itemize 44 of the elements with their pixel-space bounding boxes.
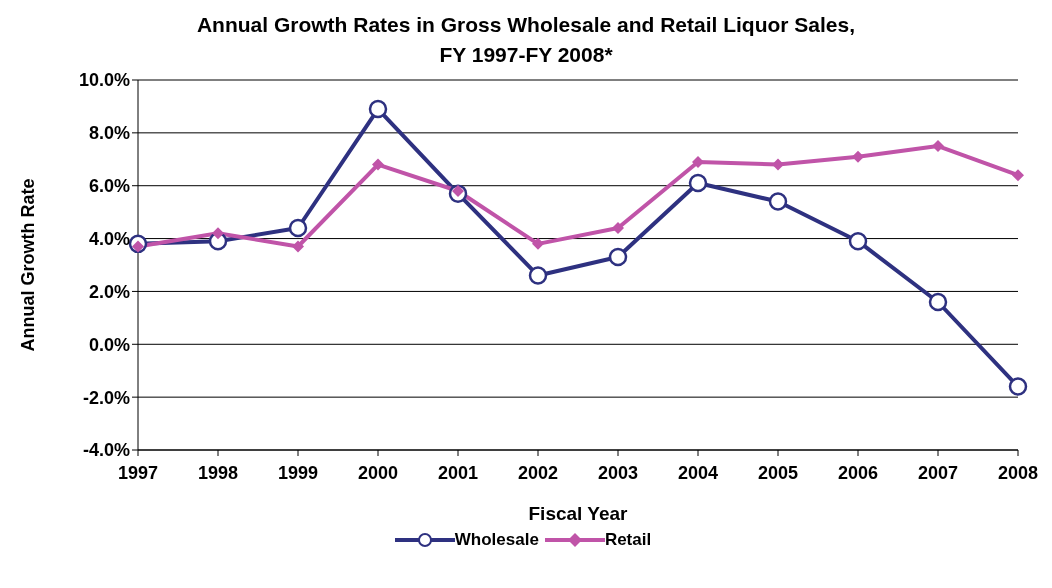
x-tick-label: 2006 — [837, 462, 879, 483]
point — [852, 150, 864, 163]
point — [1008, 377, 1028, 396]
point — [848, 231, 868, 251]
x-tick-label: 2002 — [517, 462, 559, 483]
point — [768, 192, 788, 211]
y-tick-label: 4.0% — [88, 228, 130, 249]
y-tick-label: -4.0% — [82, 440, 130, 461]
x-axis-title: Fiscal Year — [528, 503, 629, 524]
point — [212, 227, 224, 240]
point — [932, 140, 944, 153]
x-tick-label: 2003 — [597, 462, 639, 483]
y-tick-label: 10.0% — [78, 70, 130, 91]
point — [608, 247, 628, 267]
x-tick-label: 2007 — [917, 462, 959, 483]
x-tick-label: 2008 — [997, 462, 1039, 483]
x-tick-label: 1998 — [197, 462, 239, 483]
point — [532, 237, 544, 250]
legend-label: Retail — [604, 530, 652, 550]
x-tick-label: 1999 — [277, 462, 319, 483]
point — [688, 173, 708, 193]
x-tick-label: 1997 — [117, 462, 159, 483]
y-axis-title: Annual Growth Rate — [18, 178, 39, 352]
y-tick-label: -2.0% — [82, 387, 130, 408]
point — [928, 292, 948, 312]
point — [528, 266, 548, 285]
legend-label: Wholesale — [454, 530, 539, 550]
x-tick-label: 2001 — [437, 462, 479, 483]
point — [612, 222, 624, 234]
x-tick-label: 2000 — [357, 462, 399, 483]
point — [288, 218, 308, 238]
x-tick-label: 2004 — [677, 462, 719, 483]
x-tick-label: 2005 — [757, 462, 799, 483]
point — [692, 155, 704, 168]
y-tick-label: 2.0% — [88, 281, 130, 302]
point — [772, 158, 784, 171]
y-tick-label: 0.0% — [88, 334, 130, 355]
point — [372, 158, 384, 171]
y-tick-label: 6.0% — [88, 176, 130, 197]
point — [1012, 169, 1024, 182]
point — [368, 99, 388, 119]
chart-title: Annual Growth Rates in Gross Wholesale and Retail Liquor Sales, FY 1997-FY 2008* — [195, 12, 857, 68]
point — [292, 240, 304, 253]
y-tick-label: 8.0% — [88, 123, 130, 144]
